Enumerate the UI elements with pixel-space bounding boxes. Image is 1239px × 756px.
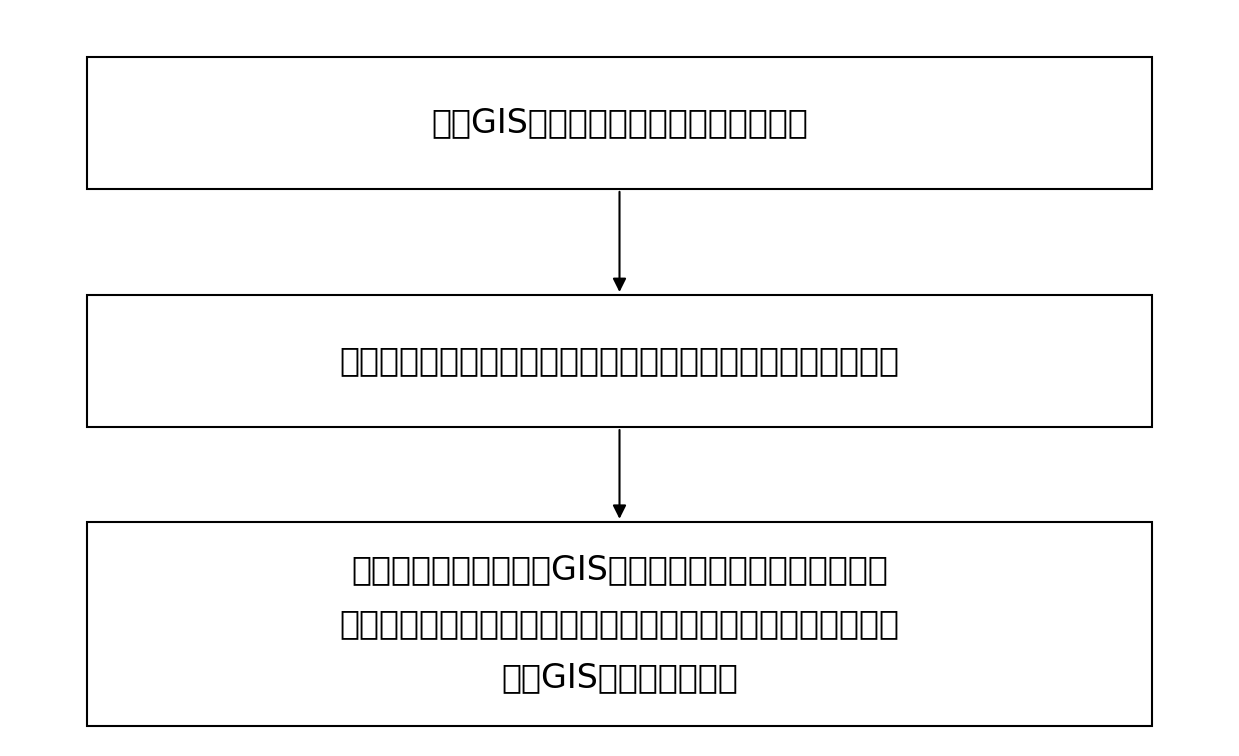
Bar xyxy=(87,295,1152,427)
Bar xyxy=(87,57,1152,189)
Text: 基于超声检测系统检测GIS环氧绝缘，采用缺陷评判方法对
环氧绝缘内部气泡和裂纹进行评判，然后，沿探头移动路径完成
整个GIS环氧绝缘的检测: 基于超声检测系统检测GIS环氧绝缘，采用缺陷评判方法对 环氧绝缘内部气泡和裂纹进… xyxy=(339,553,900,694)
Text: 基于超声检测系统检测标准件，获取标准件无缺陷的反射波波形: 基于超声检测系统检测标准件，获取标准件无缺陷的反射波波形 xyxy=(339,345,900,377)
Text: 搭建GIS环氧绝缘内部缺陷超声检测系统: 搭建GIS环氧绝缘内部缺陷超声检测系统 xyxy=(431,107,808,139)
Bar xyxy=(87,522,1152,726)
